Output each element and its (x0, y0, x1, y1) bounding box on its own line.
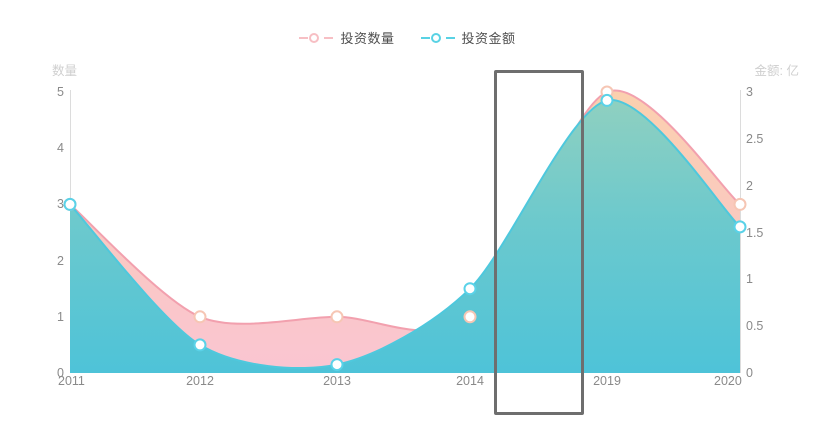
x-axis-tick: 2020 (714, 374, 742, 388)
y-axis-right-ticks: 0 0.5 1 1.5 2 2.5 3 (746, 0, 786, 427)
marker-amount-point[interactable] (330, 358, 344, 372)
marker-amount-point[interactable] (193, 338, 207, 352)
series-amount-fill (70, 99, 740, 373)
y-axis-right-tick: 1.5 (746, 225, 764, 240)
marker-amount-point[interactable] (463, 282, 477, 296)
marker-amount-point[interactable] (600, 93, 614, 107)
marker-count-point[interactable] (330, 310, 344, 324)
selection-rectangle[interactable] (494, 70, 584, 415)
marker-count-point[interactable] (733, 197, 747, 211)
y-axis-left-tick: 3 (57, 197, 64, 212)
y-axis-left-ticks: 0 1 2 3 4 5 (44, 0, 64, 427)
x-axis-tick: 2012 (186, 374, 214, 388)
y-axis-left-tick: 5 (57, 85, 64, 99)
y-axis-right-tick: 2.5 (746, 131, 764, 146)
y-axis-left-tick: 1 (57, 309, 64, 324)
x-axis-tick: 2019 (593, 374, 621, 388)
y-axis-right-tick: 1 (746, 272, 753, 287)
y-axis-left-tick: 0 (57, 366, 64, 380)
y-axis-right-title: 金额: 亿 (754, 64, 799, 78)
x-axis-tick: 2011 (58, 374, 85, 388)
marker-amount-point[interactable] (733, 220, 747, 234)
y-axis-right-tick: 0.5 (746, 319, 764, 334)
series-amount-line (69, 99, 741, 370)
x-axis-tick: 2013 (323, 374, 351, 388)
marker-count-point[interactable] (463, 310, 477, 324)
y-axis-left-title: 数量 (52, 64, 78, 78)
x-axis-tick: 2014 (456, 374, 484, 388)
y-axis-right-tick: 0 (746, 366, 753, 380)
data-point-markers (63, 85, 747, 372)
marker-amount-point[interactable] (63, 197, 77, 211)
y-axis-left-tick: 4 (57, 141, 64, 156)
marker-count-point[interactable] (193, 310, 207, 324)
y-axis-right-tick: 2 (746, 178, 753, 193)
series-amount-area (69, 99, 741, 373)
y-axis-right-tick: 3 (746, 85, 753, 99)
y-axis-left-tick: 2 (57, 253, 64, 268)
